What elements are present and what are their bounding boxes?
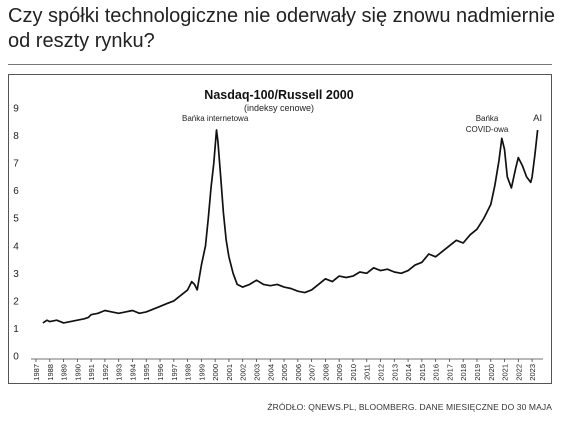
chart-title: Nasdaq-100/Russell 2000 (204, 88, 353, 102)
x-tick-label: 2004 (266, 364, 275, 381)
x-tick-label: 1998 (184, 364, 193, 381)
chart-frame (8, 74, 552, 384)
x-tick-label: 2006 (294, 364, 303, 381)
x-tick-label: 1990 (73, 364, 82, 381)
x-tick-label: 2018 (459, 364, 468, 381)
y-tick-label: 3 (13, 269, 19, 280)
x-tick-label: 2001 (225, 364, 234, 381)
series-line-nasdaq-russell-ratio (42, 129, 539, 324)
x-tick-label: 2017 (445, 364, 454, 381)
x-tick-label: 1991 (87, 364, 96, 381)
x-tick-label: 2015 (418, 364, 427, 381)
y-axis: 0 1 2 3 4 5 6 7 8 9 (13, 104, 19, 363)
x-tick-label: 2022 (514, 364, 523, 381)
annotation-label: AI (533, 113, 542, 124)
y-tick-label: 2 (13, 296, 19, 307)
x-axis: 1987 1988 1989 1990 1991 1992 1993 1994 1995 1996… (31, 358, 543, 381)
x-tick-label: 2023 (528, 364, 537, 381)
y-tick-label: 9 (13, 104, 19, 115)
x-tick-label: 2014 (404, 364, 413, 381)
annotation-label: Bańka (476, 114, 499, 123)
y-tick-label: 4 (13, 241, 19, 252)
annotation-label: Bańka internetowa (182, 114, 249, 123)
x-tick-label: 2008 (321, 364, 330, 381)
chart-annotations: Bańka internetowa Bańka COVID-owa AI (182, 113, 542, 134)
x-tick-label: 2000 (211, 364, 220, 381)
x-tick-label: 2021 (501, 364, 510, 381)
x-tick-label: 2016 (432, 364, 441, 381)
x-tick-label: 1997 (170, 364, 179, 381)
x-tick-label: 2009 (335, 364, 344, 381)
x-tick-label: 1988 (46, 364, 55, 381)
x-tick-label: 1996 (156, 364, 165, 381)
y-tick-label: 5 (13, 214, 19, 225)
y-tick-label: 6 (13, 186, 19, 197)
x-tick-label: 2005 (280, 364, 289, 381)
x-tick-label: 2003 (252, 364, 261, 381)
x-tick-label: 2010 (349, 364, 358, 381)
x-tick-label: 2020 (487, 364, 496, 381)
x-tick-label: 2013 (390, 364, 399, 381)
page-headline: Czy spółki technologiczne nie oderwały s… (8, 5, 555, 52)
chart-area: Nasdaq-100/Russell 2000 (indeksy cenowe)… (13, 88, 543, 381)
headline-divider (8, 64, 552, 65)
x-tick-label: 1994 (128, 364, 137, 381)
x-tick-label: 1989 (60, 364, 69, 381)
x-tick-label: 1993 (115, 364, 124, 381)
x-tick-label: 2011 (363, 364, 372, 380)
x-tick-label: 2012 (377, 364, 386, 381)
x-tick-label: 1995 (142, 364, 151, 381)
x-tick-label: 1999 (197, 364, 206, 381)
x-tick-label: 2002 (239, 364, 248, 381)
y-tick-label: 1 (13, 324, 19, 335)
x-tick-label: 2019 (473, 364, 482, 381)
y-tick-label: 8 (13, 131, 19, 142)
y-tick-label: 0 (13, 352, 19, 363)
y-tick-label: 7 (13, 159, 19, 170)
x-tick-label: 2007 (308, 364, 317, 381)
chart-subtitle: (indeksy cenowe) (244, 103, 314, 113)
source-note: ŹRÓDŁO: QNEWS.PL, BLOOMBERG. DANE MIESIĘ… (267, 402, 552, 412)
annotation-label: COVID-owa (466, 125, 509, 134)
x-tick-label: 1987 (32, 364, 41, 381)
x-tick-label: 1992 (101, 364, 110, 381)
